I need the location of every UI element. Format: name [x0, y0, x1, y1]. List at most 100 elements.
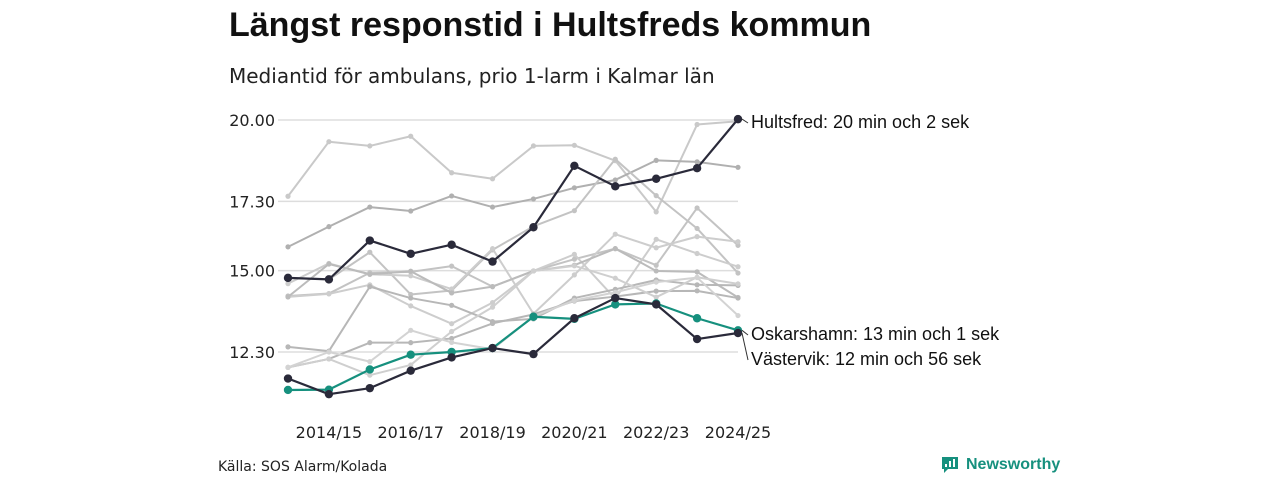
data-point: [570, 161, 579, 170]
data-point: [571, 297, 577, 304]
highlighted-series: [283, 114, 743, 399]
data-point: [692, 164, 702, 173]
data-point: [447, 240, 456, 249]
gridlines: [278, 119, 738, 353]
series-background: [285, 157, 741, 250]
data-point: [449, 339, 455, 345]
data-point: [735, 295, 741, 301]
data-point: [653, 262, 659, 268]
chart-subtitle: Mediantid för ambulans, prio 1-larm i Ka…: [229, 64, 715, 88]
data-point: [406, 366, 415, 375]
data-point: [489, 284, 496, 290]
data-point: [653, 236, 659, 242]
data-point: [735, 312, 741, 319]
data-point: [449, 328, 455, 335]
data-point: [283, 374, 293, 383]
series-line: [287, 296, 739, 396]
data-point: [285, 244, 291, 250]
data-point: [694, 121, 700, 128]
series-line: [287, 158, 739, 296]
data-point: [326, 356, 332, 362]
brand-name: Newsworthy: [966, 456, 1061, 473]
data-point: [571, 272, 577, 278]
data-point: [326, 291, 332, 297]
annotation-leader: [741, 329, 749, 336]
newsworthy-logo-icon: [942, 457, 958, 473]
data-point: [735, 239, 741, 245]
x-tick-label: 2014/15: [296, 423, 362, 442]
data-point: [406, 249, 415, 258]
series-line: [287, 238, 739, 325]
data-point: [285, 364, 291, 370]
data-point: [408, 327, 414, 333]
data-point: [488, 343, 497, 353]
data-point: [735, 164, 741, 170]
data-point: [651, 300, 661, 309]
data-point: [651, 174, 661, 183]
data-point: [365, 236, 375, 245]
data-point: [326, 349, 332, 355]
data-point: [408, 291, 414, 298]
data-point: [326, 261, 332, 267]
data-point: [367, 284, 373, 290]
data-point: [367, 372, 373, 378]
data-point: [530, 196, 537, 202]
data-point: [324, 275, 334, 284]
data-point: [694, 159, 700, 165]
data-point: [449, 302, 455, 308]
data-point: [694, 250, 700, 257]
annotation-leader: [741, 332, 749, 361]
data-point: [612, 289, 618, 295]
background-series: [285, 118, 741, 378]
data-point: [489, 176, 496, 182]
data-point: [489, 320, 496, 326]
data-point: [449, 335, 455, 342]
annotation-leader: [741, 118, 749, 124]
data-point: [612, 231, 618, 237]
data-point: [408, 133, 414, 139]
data-point: [285, 344, 291, 350]
data-point: [489, 304, 496, 310]
data-point: [326, 224, 332, 230]
data-point: [408, 340, 414, 346]
data-point: [365, 365, 375, 374]
data-point: [571, 142, 577, 148]
data-point: [324, 389, 334, 399]
data-point: [367, 249, 373, 255]
data-point: [735, 281, 741, 287]
annotation-label: Västervik: 12 min och 56 sek: [751, 349, 982, 369]
data-point: [612, 246, 618, 252]
data-point: [285, 193, 291, 199]
data-point: [530, 143, 537, 149]
data-point: [733, 114, 743, 124]
data-point: [612, 177, 618, 183]
source-note: Källa: SOS Alarm/Kolada: [218, 459, 388, 475]
data-point: [529, 349, 538, 359]
data-point: [694, 234, 700, 240]
data-point: [285, 294, 291, 300]
data-point: [365, 383, 375, 393]
data-point: [692, 334, 702, 344]
x-tick-label: 2024/25: [705, 423, 771, 442]
data-point: [408, 268, 414, 274]
data-point: [571, 256, 577, 262]
series-background: [285, 118, 741, 215]
annotation-label: Oskarshamn: 13 min och 1 sek: [751, 324, 1000, 344]
data-point: [488, 257, 497, 266]
data-point: [449, 170, 455, 176]
data-point: [653, 279, 659, 285]
data-point: [694, 205, 700, 211]
data-point: [489, 246, 496, 252]
data-point: [283, 385, 293, 395]
data-point: [529, 223, 538, 232]
data-point: [694, 288, 700, 294]
data-point: [408, 208, 414, 214]
data-point: [694, 274, 700, 281]
data-point: [326, 139, 332, 145]
series-background: [285, 205, 741, 299]
data-point: [367, 340, 373, 346]
data-point: [611, 293, 620, 303]
data-point: [283, 273, 293, 283]
y-tick-label: 20.00: [229, 111, 275, 130]
